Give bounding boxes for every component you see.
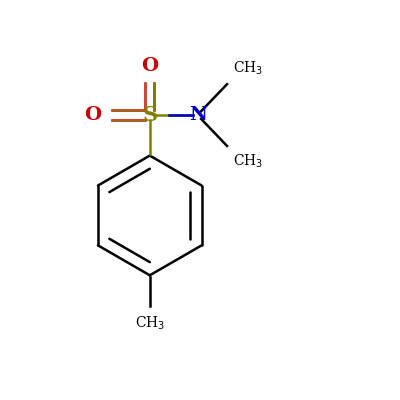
Text: N: N [189, 106, 207, 124]
Text: O: O [141, 56, 158, 74]
Text: S: S [142, 105, 157, 125]
Text: O: O [84, 106, 102, 124]
Text: CH$_3$: CH$_3$ [233, 153, 263, 170]
Text: CH$_3$: CH$_3$ [135, 315, 165, 332]
Text: CH$_3$: CH$_3$ [233, 60, 263, 77]
